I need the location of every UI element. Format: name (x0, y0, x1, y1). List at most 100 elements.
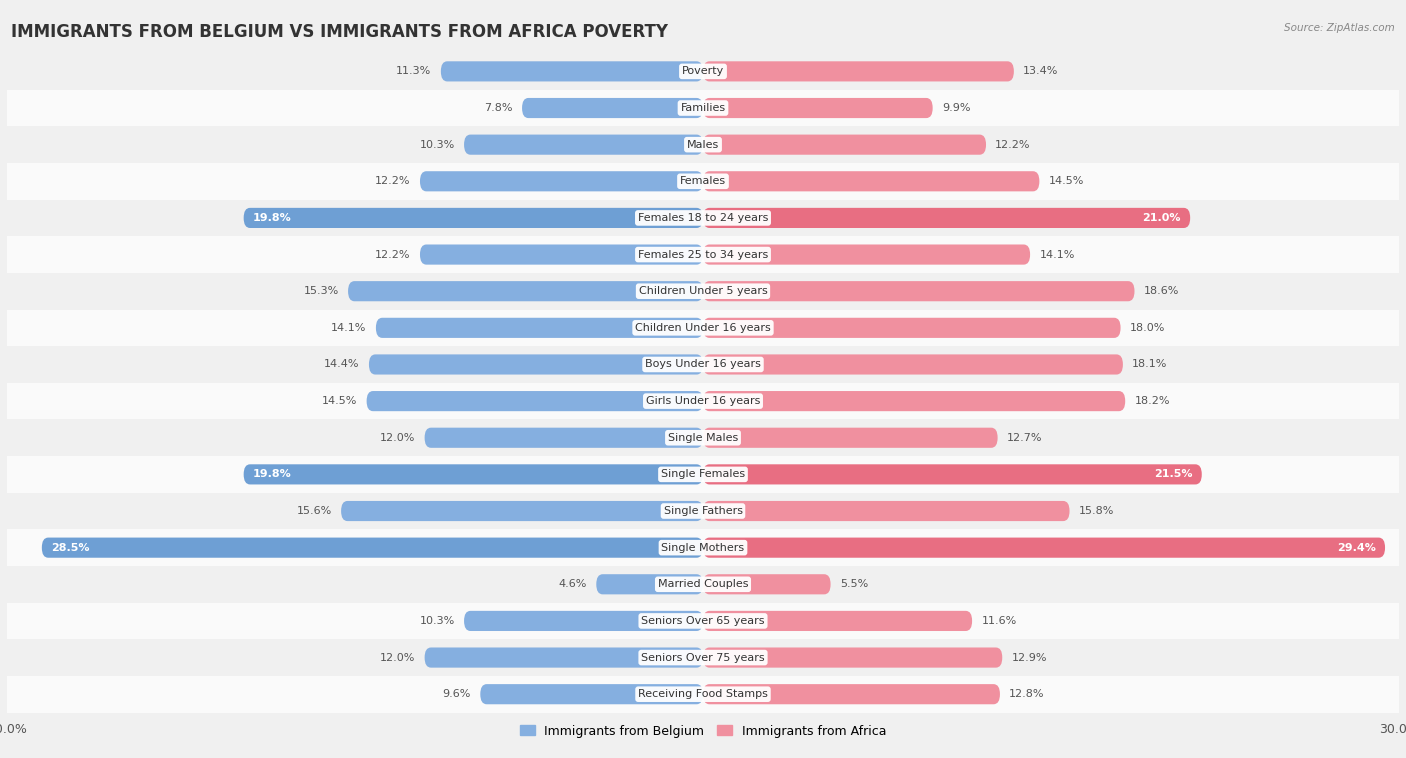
FancyBboxPatch shape (243, 208, 703, 228)
Text: 12.2%: 12.2% (375, 177, 411, 186)
FancyBboxPatch shape (349, 281, 703, 301)
Text: 21.0%: 21.0% (1143, 213, 1181, 223)
Text: Males: Males (688, 139, 718, 149)
FancyBboxPatch shape (703, 135, 986, 155)
Bar (7, 273, 1399, 309)
Bar (7, 309, 1399, 346)
Text: Single Mothers: Single Mothers (661, 543, 745, 553)
Text: 14.5%: 14.5% (1049, 177, 1084, 186)
Text: 18.1%: 18.1% (1132, 359, 1167, 369)
FancyBboxPatch shape (420, 245, 703, 265)
Bar (7, 53, 1399, 89)
Text: Families: Families (681, 103, 725, 113)
FancyBboxPatch shape (703, 465, 1202, 484)
Bar (7, 89, 1399, 127)
Text: 11.6%: 11.6% (981, 616, 1017, 626)
Text: 14.5%: 14.5% (322, 396, 357, 406)
FancyBboxPatch shape (703, 684, 1000, 704)
Text: 10.3%: 10.3% (419, 139, 454, 149)
Text: Females: Females (681, 177, 725, 186)
Bar (7, 127, 1399, 163)
FancyBboxPatch shape (596, 575, 703, 594)
Text: 18.2%: 18.2% (1135, 396, 1170, 406)
Bar (7, 383, 1399, 419)
Text: 19.8%: 19.8% (253, 213, 291, 223)
Text: Children Under 16 years: Children Under 16 years (636, 323, 770, 333)
Bar (7, 493, 1399, 529)
Bar (7, 346, 1399, 383)
Text: 21.5%: 21.5% (1154, 469, 1192, 479)
Text: 5.5%: 5.5% (839, 579, 868, 589)
FancyBboxPatch shape (522, 98, 703, 118)
Text: 28.5%: 28.5% (51, 543, 90, 553)
Text: Children Under 5 years: Children Under 5 years (638, 287, 768, 296)
Text: 12.7%: 12.7% (1007, 433, 1042, 443)
FancyBboxPatch shape (703, 355, 1123, 374)
FancyBboxPatch shape (703, 611, 972, 631)
Text: 18.0%: 18.0% (1130, 323, 1166, 333)
FancyBboxPatch shape (703, 245, 1031, 265)
Text: Females 25 to 34 years: Females 25 to 34 years (638, 249, 768, 259)
Text: Females 18 to 24 years: Females 18 to 24 years (638, 213, 768, 223)
FancyBboxPatch shape (42, 537, 703, 558)
FancyBboxPatch shape (420, 171, 703, 191)
FancyBboxPatch shape (703, 318, 1121, 338)
Text: 13.4%: 13.4% (1024, 67, 1059, 77)
FancyBboxPatch shape (375, 318, 703, 338)
FancyBboxPatch shape (703, 428, 998, 448)
Text: Receiving Food Stamps: Receiving Food Stamps (638, 689, 768, 699)
Text: Seniors Over 75 years: Seniors Over 75 years (641, 653, 765, 662)
FancyBboxPatch shape (703, 61, 1014, 81)
Bar (7, 639, 1399, 676)
FancyBboxPatch shape (464, 611, 703, 631)
FancyBboxPatch shape (464, 135, 703, 155)
Text: 12.0%: 12.0% (380, 433, 415, 443)
FancyBboxPatch shape (368, 355, 703, 374)
FancyBboxPatch shape (367, 391, 703, 411)
FancyBboxPatch shape (703, 281, 1135, 301)
Text: 18.6%: 18.6% (1144, 287, 1180, 296)
Text: 4.6%: 4.6% (558, 579, 588, 589)
Text: IMMIGRANTS FROM BELGIUM VS IMMIGRANTS FROM AFRICA POVERTY: IMMIGRANTS FROM BELGIUM VS IMMIGRANTS FR… (11, 23, 668, 41)
Bar (7, 603, 1399, 639)
FancyBboxPatch shape (342, 501, 703, 521)
FancyBboxPatch shape (703, 647, 1002, 668)
Text: 9.9%: 9.9% (942, 103, 970, 113)
FancyBboxPatch shape (243, 465, 703, 484)
Text: Source: ZipAtlas.com: Source: ZipAtlas.com (1284, 23, 1395, 33)
Text: 9.6%: 9.6% (443, 689, 471, 699)
Text: 29.4%: 29.4% (1337, 543, 1376, 553)
FancyBboxPatch shape (425, 647, 703, 668)
FancyBboxPatch shape (441, 61, 703, 81)
Text: 7.8%: 7.8% (484, 103, 513, 113)
FancyBboxPatch shape (425, 428, 703, 448)
Text: Married Couples: Married Couples (658, 579, 748, 589)
Text: Boys Under 16 years: Boys Under 16 years (645, 359, 761, 369)
Text: 12.9%: 12.9% (1011, 653, 1047, 662)
Bar (7, 236, 1399, 273)
FancyBboxPatch shape (703, 575, 831, 594)
Text: Single Fathers: Single Fathers (664, 506, 742, 516)
Bar (7, 199, 1399, 236)
Text: 14.1%: 14.1% (1039, 249, 1074, 259)
Text: Poverty: Poverty (682, 67, 724, 77)
Bar (7, 456, 1399, 493)
Text: Single Males: Single Males (668, 433, 738, 443)
Bar (7, 529, 1399, 566)
Text: Girls Under 16 years: Girls Under 16 years (645, 396, 761, 406)
Text: 15.3%: 15.3% (304, 287, 339, 296)
Bar (7, 163, 1399, 199)
Text: 12.2%: 12.2% (995, 139, 1031, 149)
FancyBboxPatch shape (703, 537, 1385, 558)
Text: Single Females: Single Females (661, 469, 745, 479)
Text: 15.6%: 15.6% (297, 506, 332, 516)
Text: 14.4%: 14.4% (325, 359, 360, 369)
Text: 12.0%: 12.0% (380, 653, 415, 662)
Legend: Immigrants from Belgium, Immigrants from Africa: Immigrants from Belgium, Immigrants from… (515, 719, 891, 743)
Text: 12.8%: 12.8% (1010, 689, 1045, 699)
FancyBboxPatch shape (481, 684, 703, 704)
Bar (7, 566, 1399, 603)
FancyBboxPatch shape (703, 171, 1039, 191)
FancyBboxPatch shape (703, 391, 1125, 411)
Text: Seniors Over 65 years: Seniors Over 65 years (641, 616, 765, 626)
